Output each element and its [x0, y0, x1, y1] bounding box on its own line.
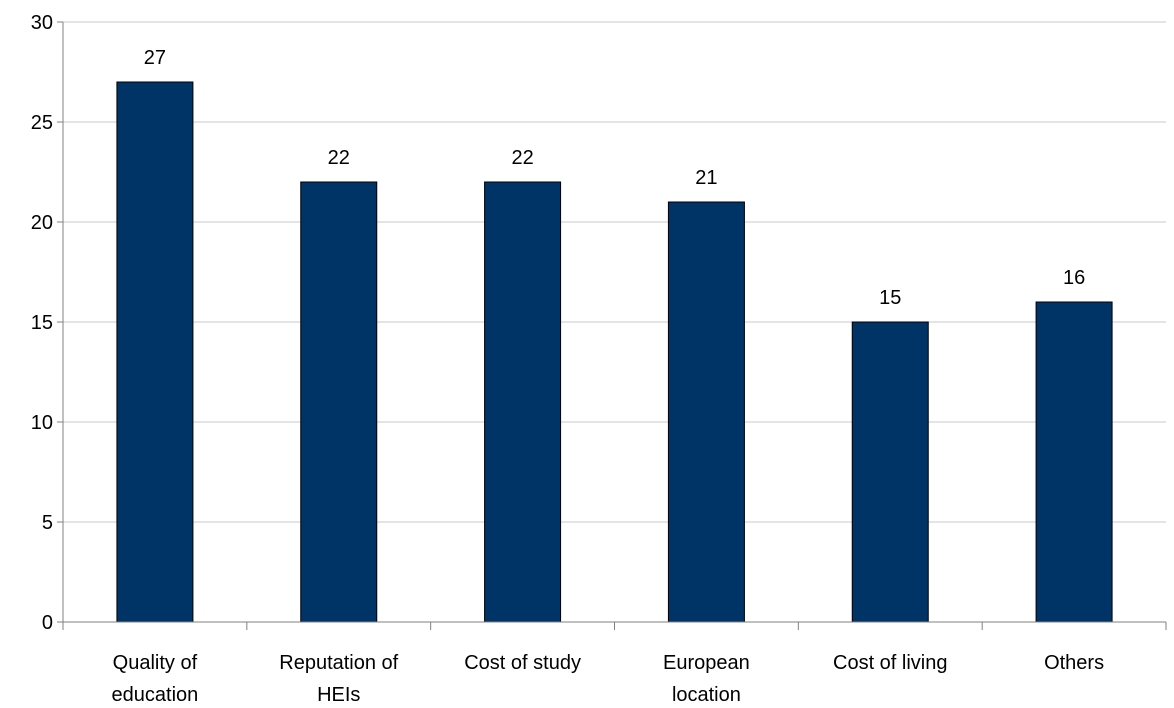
bar [1035, 301, 1113, 623]
data-label: 15 [879, 287, 901, 309]
data-label: 21 [695, 167, 717, 189]
x-tick-label: Quality of education [112, 652, 199, 706]
x-tick-label: European location [663, 652, 750, 706]
y-tick-label: 0 [42, 612, 53, 634]
y-tick-label: 20 [31, 212, 53, 234]
y-tick-label: 15 [31, 312, 53, 334]
data-label: 16 [1063, 267, 1085, 289]
y-axis: 0 5 10 15 20 25 30 [31, 12, 64, 634]
y-tick-label: 5 [42, 512, 53, 534]
bar [116, 81, 194, 623]
bar [484, 181, 562, 623]
bar [667, 201, 745, 623]
data-label: 22 [511, 147, 533, 169]
x-tick-label: Cost of study [464, 652, 581, 674]
x-tick-label: Reputation of HEIs [279, 652, 398, 706]
data-label: 27 [144, 47, 166, 69]
y-tick-label: 25 [31, 112, 53, 134]
x-tick-label: Others [1044, 652, 1104, 674]
gridlines [63, 21, 1166, 523]
bar [300, 181, 378, 623]
x-tick-label: Cost of living [833, 652, 948, 674]
data-label: 22 [328, 147, 350, 169]
x-axis: Quality of education Reputation of HEIs Cost… [62, 621, 1167, 706]
y-tick-label: 30 [31, 12, 53, 34]
y-tick-label: 10 [31, 412, 53, 434]
bar [851, 321, 929, 623]
bars: 27 22 22 21 15 16 [116, 47, 1113, 623]
